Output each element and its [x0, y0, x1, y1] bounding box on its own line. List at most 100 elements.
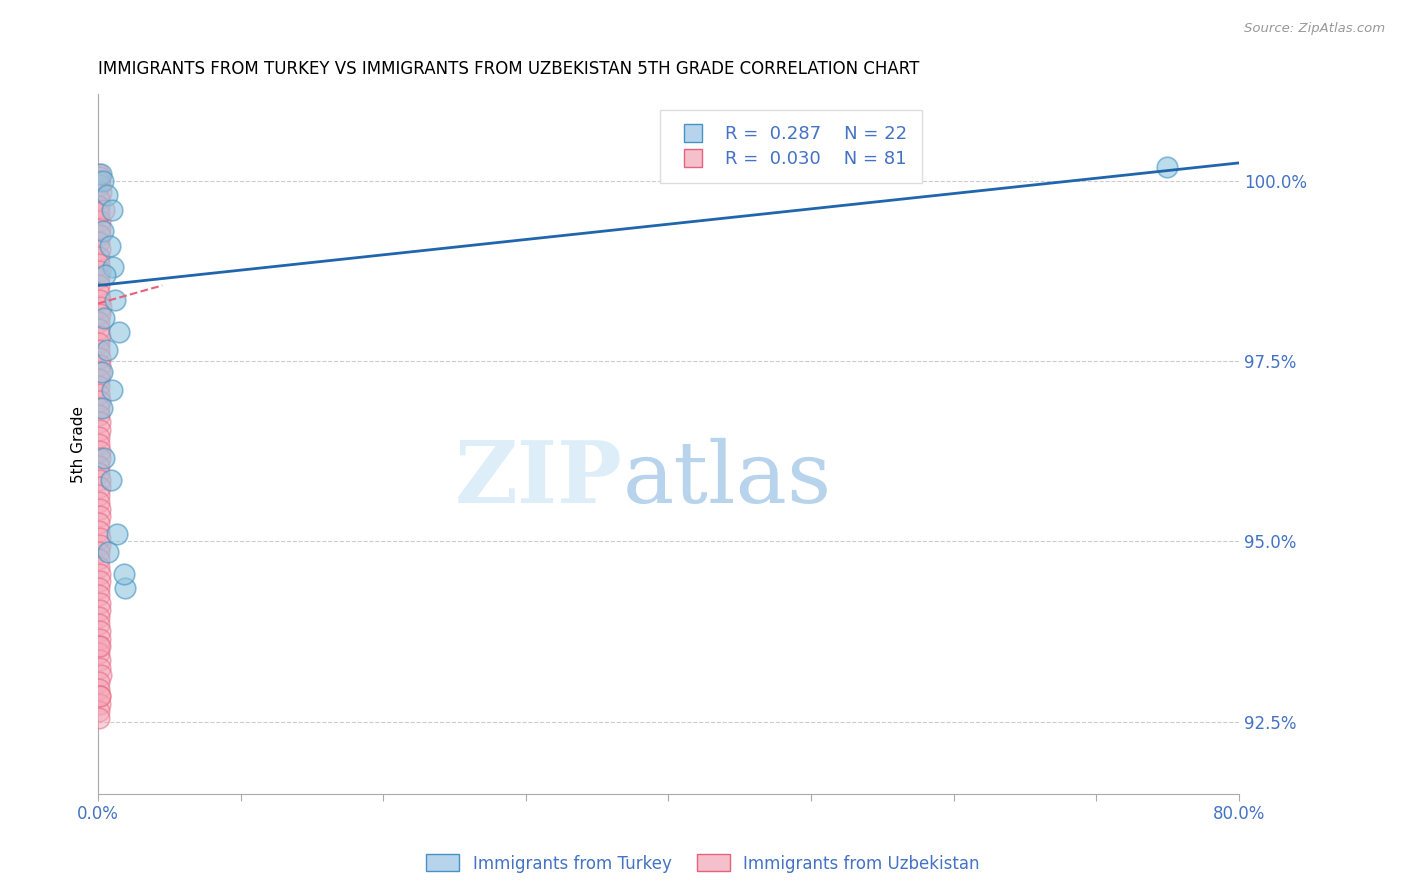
Point — [87, 192, 110, 206]
Point — [89, 596, 111, 610]
Point — [93, 310, 115, 325]
Point — [89, 697, 111, 711]
Point — [89, 444, 111, 458]
Point — [89, 473, 111, 487]
Point — [89, 343, 111, 358]
Point — [89, 704, 111, 718]
Point — [91, 401, 114, 415]
Point — [89, 416, 111, 430]
Point — [112, 566, 135, 581]
Point — [89, 639, 111, 653]
Point — [93, 202, 115, 217]
Point — [89, 430, 111, 444]
Point — [90, 667, 112, 681]
Point — [89, 199, 111, 213]
Point — [89, 466, 111, 480]
Point — [89, 213, 111, 227]
Point — [89, 227, 111, 242]
Point — [89, 617, 111, 632]
Point — [87, 278, 110, 293]
Point — [89, 235, 111, 250]
Point — [89, 358, 111, 372]
Text: Source: ZipAtlas.com: Source: ZipAtlas.com — [1244, 22, 1385, 36]
Point — [90, 185, 112, 199]
Point — [89, 170, 111, 185]
Point — [89, 174, 111, 188]
Point — [89, 178, 111, 192]
Y-axis label: 5th Grade: 5th Grade — [72, 406, 86, 483]
Point — [96, 343, 118, 358]
Point — [89, 408, 111, 422]
Point — [89, 480, 111, 494]
Point — [87, 516, 110, 531]
Text: atlas: atlas — [623, 437, 832, 521]
Point — [100, 383, 122, 397]
Text: ZIP: ZIP — [456, 437, 623, 521]
Point — [89, 257, 111, 271]
Point — [94, 268, 117, 282]
Point — [87, 336, 110, 351]
Point — [89, 531, 111, 545]
Point — [89, 646, 111, 660]
Point — [87, 711, 110, 725]
Point — [89, 423, 111, 437]
Point — [87, 639, 110, 653]
Point — [89, 393, 111, 408]
Legend: R =  0.287    N = 22, R =  0.030    N = 81: R = 0.287 N = 22, R = 0.030 N = 81 — [661, 111, 922, 183]
Point — [89, 451, 111, 466]
Point — [87, 250, 110, 264]
Point — [87, 458, 110, 473]
Point — [87, 589, 110, 603]
Point — [89, 603, 111, 617]
Point — [93, 224, 115, 238]
Point — [89, 379, 111, 393]
Point — [89, 624, 111, 639]
Point — [89, 660, 111, 674]
Point — [89, 285, 111, 300]
Point — [100, 473, 122, 487]
Point — [89, 329, 111, 343]
Point — [89, 386, 111, 401]
Point — [100, 202, 122, 217]
Point — [89, 509, 111, 524]
Legend: Immigrants from Turkey, Immigrants from Uzbekistan: Immigrants from Turkey, Immigrants from … — [419, 847, 987, 880]
Point — [89, 559, 111, 574]
Point — [89, 632, 111, 646]
Text: IMMIGRANTS FROM TURKEY VS IMMIGRANTS FROM UZBEKISTAN 5TH GRADE CORRELATION CHART: IMMIGRANTS FROM TURKEY VS IMMIGRANTS FRO… — [98, 60, 920, 78]
Point — [89, 545, 111, 559]
Point — [96, 188, 118, 202]
Point — [89, 581, 111, 595]
Point — [87, 401, 110, 415]
Point — [114, 581, 136, 595]
Point — [1156, 160, 1178, 174]
Point — [89, 487, 111, 501]
Point — [89, 502, 111, 516]
Point — [87, 552, 110, 566]
Point — [89, 538, 111, 552]
Point — [89, 322, 111, 336]
Point — [89, 365, 111, 379]
Point — [89, 494, 111, 508]
Point — [89, 314, 111, 328]
Point — [89, 264, 111, 278]
Point — [89, 574, 111, 588]
Point — [89, 437, 111, 451]
Point — [89, 351, 111, 365]
Point — [89, 372, 111, 386]
Point — [105, 527, 128, 541]
Point — [91, 365, 114, 379]
Point — [93, 451, 115, 466]
Point — [90, 300, 112, 314]
Point — [89, 610, 111, 624]
Point — [89, 653, 111, 667]
Point — [87, 167, 110, 181]
Point — [89, 293, 111, 307]
Point — [89, 524, 111, 538]
Point — [89, 206, 111, 220]
Point — [97, 545, 120, 559]
Point — [93, 174, 115, 188]
Point — [90, 167, 112, 181]
Point — [89, 675, 111, 690]
Point — [89, 682, 111, 697]
Point — [89, 566, 111, 581]
